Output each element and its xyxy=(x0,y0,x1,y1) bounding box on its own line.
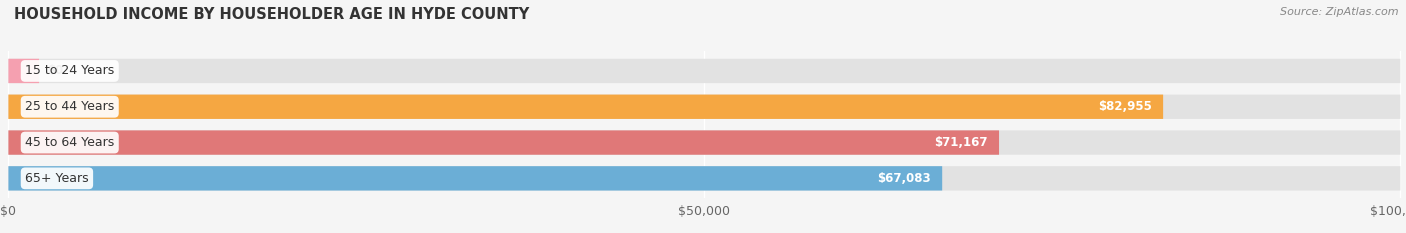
Text: $67,083: $67,083 xyxy=(877,172,931,185)
Text: 25 to 44 Years: 25 to 44 Years xyxy=(25,100,114,113)
Text: $0: $0 xyxy=(48,65,63,77)
FancyBboxPatch shape xyxy=(8,166,1400,191)
Text: $71,167: $71,167 xyxy=(935,136,988,149)
FancyBboxPatch shape xyxy=(8,59,39,83)
Text: 15 to 24 Years: 15 to 24 Years xyxy=(25,65,114,77)
Text: 65+ Years: 65+ Years xyxy=(25,172,89,185)
FancyBboxPatch shape xyxy=(8,166,942,191)
Text: 45 to 64 Years: 45 to 64 Years xyxy=(25,136,114,149)
FancyBboxPatch shape xyxy=(8,95,1400,119)
FancyBboxPatch shape xyxy=(8,95,1163,119)
FancyBboxPatch shape xyxy=(8,130,1400,155)
Text: Source: ZipAtlas.com: Source: ZipAtlas.com xyxy=(1281,7,1399,17)
Text: $82,955: $82,955 xyxy=(1098,100,1152,113)
FancyBboxPatch shape xyxy=(8,130,1000,155)
FancyBboxPatch shape xyxy=(8,59,1400,83)
Text: HOUSEHOLD INCOME BY HOUSEHOLDER AGE IN HYDE COUNTY: HOUSEHOLD INCOME BY HOUSEHOLDER AGE IN H… xyxy=(14,7,529,22)
